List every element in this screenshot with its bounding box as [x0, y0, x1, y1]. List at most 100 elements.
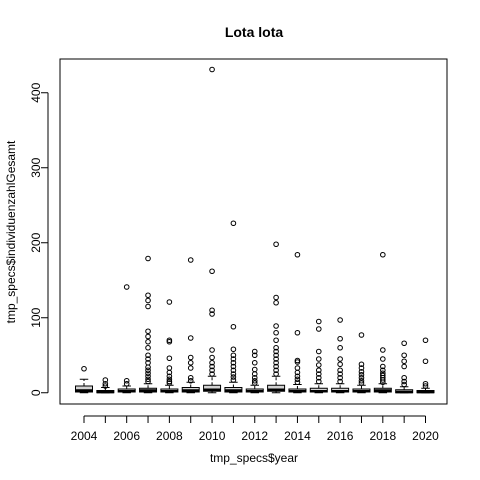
outlier-point: [145, 344, 151, 351]
outlier-point: [380, 356, 386, 362]
outlier-point: [337, 378, 343, 385]
outlier-point: [102, 377, 109, 383]
outlier-point: [230, 356, 237, 362]
outlier-point: [251, 366, 258, 373]
outlier-point: [209, 371, 215, 377]
outlier-point: [337, 371, 343, 377]
outlier-point: [187, 365, 194, 371]
outlier-point: [315, 371, 322, 377]
outlier-point: [315, 362, 322, 368]
outlier-point: [380, 367, 386, 374]
outlier-point: [273, 337, 279, 344]
outlier-point: [209, 354, 215, 361]
outlier-point: [294, 329, 301, 336]
outlier-point: [315, 367, 322, 374]
outlier-point: [145, 255, 151, 262]
outlier-point: [187, 354, 194, 361]
outlier-point: [273, 371, 279, 377]
outlier-point: [123, 377, 130, 384]
outlier-point: [273, 329, 279, 336]
box-iqr: [267, 384, 286, 392]
outlier-point: [294, 365, 301, 371]
outlier-point: [273, 367, 279, 374]
outlier-point: [209, 359, 215, 366]
outlier-point: [166, 373, 173, 380]
outlier-point: [358, 365, 365, 371]
outlier-point: [230, 363, 237, 370]
outlier-point: [145, 303, 151, 310]
outlier-point: [337, 367, 343, 374]
y-tick-label: 300: [29, 157, 43, 177]
outlier-point: [230, 377, 237, 383]
outlier-point: [337, 356, 343, 362]
x-tick-label: 2008: [156, 429, 183, 443]
outlier-point: [422, 337, 429, 344]
outlier-point: [187, 374, 194, 381]
x-tick-label: 2020: [412, 429, 439, 443]
outlier-point: [187, 257, 194, 263]
outlier-point: [145, 297, 151, 304]
outlier-point: [209, 66, 215, 73]
outlier-point: [209, 347, 215, 353]
outlier-point: [145, 352, 151, 359]
outlier-point: [273, 344, 279, 351]
outlier-point: [145, 376, 151, 383]
outlier-point: [380, 363, 386, 370]
outlier-point: [337, 344, 343, 351]
outlier-point: [315, 374, 322, 381]
outlier-point: [380, 251, 386, 258]
x-tick-label: 2014: [284, 429, 311, 443]
outlier-point: [166, 355, 173, 362]
outlier-point: [422, 358, 429, 365]
y-tick-label: 0: [29, 389, 43, 396]
outlier-point: [166, 337, 173, 344]
outlier-point: [358, 361, 365, 368]
y-axis-label: tmp_specs$individuenzahlGesamt: [4, 140, 18, 323]
outlier-point: [102, 380, 109, 387]
outlier-point: [422, 383, 429, 389]
outlier-point: [315, 318, 322, 325]
outlier-point: [273, 241, 279, 248]
outlier-point: [230, 367, 237, 374]
outlier-point: [145, 292, 151, 299]
outlier-point: [294, 251, 301, 258]
outlier-point: [230, 220, 237, 227]
outlier-point: [358, 368, 365, 375]
outlier-point: [145, 359, 151, 366]
outlier-point: [251, 377, 258, 384]
outlier-point: [380, 347, 386, 353]
outlier-point: [315, 348, 322, 355]
outlier-point: [294, 373, 301, 380]
outlier-point: [145, 373, 151, 380]
outlier-point: [230, 374, 237, 380]
outlier-point: [401, 340, 407, 347]
outlier-point: [358, 377, 365, 384]
outlier-point: [187, 335, 194, 341]
outlier-point: [230, 346, 237, 353]
outlier-point: [273, 294, 279, 301]
box-iqr: [75, 385, 93, 393]
outlier-point: [315, 378, 322, 385]
outlier-point: [251, 374, 258, 381]
outlier-point: [273, 363, 279, 370]
y-tick-label: 100: [29, 307, 43, 327]
outlier-point: [273, 323, 279, 329]
outlier-point: [209, 307, 215, 314]
outlier-point: [401, 358, 407, 365]
outlier-point: [251, 352, 258, 359]
outlier-point: [230, 352, 237, 359]
outlier-point: [209, 311, 215, 317]
outlier-point: [81, 365, 87, 372]
outlier-point: [337, 374, 343, 381]
outlier-point: [209, 268, 215, 275]
outlier-point: [273, 352, 279, 359]
box-iqr: [203, 384, 222, 392]
outlier-point: [273, 359, 279, 366]
outlier-point: [251, 359, 258, 366]
outlier-point: [102, 383, 109, 389]
outlier-point: [145, 338, 151, 345]
outlier-point: [251, 380, 258, 386]
x-tick-label: 2016: [327, 429, 354, 443]
